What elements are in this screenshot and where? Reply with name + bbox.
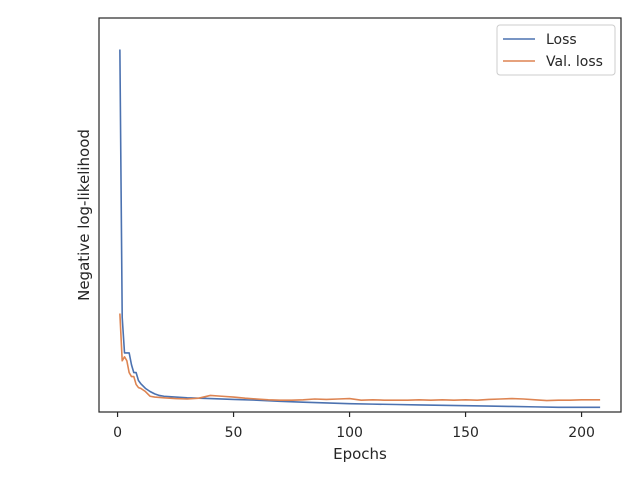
legend: Loss Val. loss: [496, 24, 616, 76]
legend-label: Loss: [546, 32, 577, 48]
legend-box: [496, 24, 616, 76]
x-axis: 0 50 100 150 200: [113, 412, 595, 441]
x-axis-label: Epochs: [333, 445, 387, 463]
x-tick-label: 100: [336, 425, 363, 441]
series-line-loss: [119, 49, 601, 409]
legend-label: Val. loss: [546, 54, 603, 70]
x-tick-label: 0: [113, 425, 122, 441]
x-tick-label: 150: [452, 425, 479, 441]
plot-frame: [98, 17, 622, 413]
series-line-val-loss: [119, 313, 601, 402]
y-axis-label: Negative log-likelihood: [75, 129, 93, 301]
x-tick-label: 200: [568, 425, 595, 441]
series-layer: [119, 49, 601, 409]
x-tick-label: 50: [225, 425, 243, 441]
